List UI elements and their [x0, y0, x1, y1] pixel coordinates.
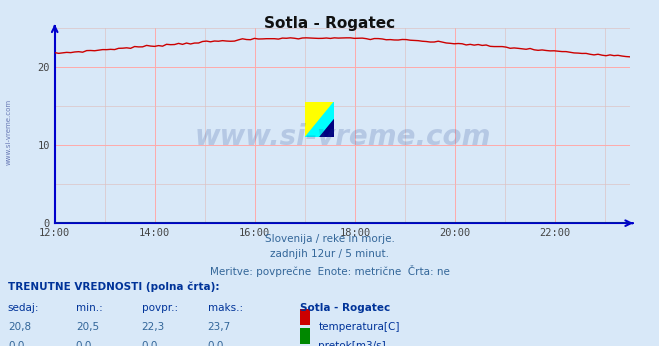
- Text: 20,8: 20,8: [8, 322, 31, 332]
- Text: 0,0: 0,0: [76, 341, 92, 346]
- Text: TRENUTNE VREDNOSTI (polna črta):: TRENUTNE VREDNOSTI (polna črta):: [8, 282, 219, 292]
- Text: www.si-vreme.com: www.si-vreme.com: [194, 123, 490, 151]
- Text: pretok[m3/s]: pretok[m3/s]: [318, 341, 386, 346]
- Text: 23,7: 23,7: [208, 322, 231, 332]
- Text: min.:: min.:: [76, 303, 103, 313]
- Text: 0,0: 0,0: [142, 341, 158, 346]
- Text: Meritve: povprečne  Enote: metrične  Črta: ne: Meritve: povprečne Enote: metrične Črta:…: [210, 265, 449, 277]
- Text: www.si-vreme.com: www.si-vreme.com: [5, 98, 11, 165]
- Text: maks.:: maks.:: [208, 303, 243, 313]
- Text: Sotla - Rogatec: Sotla - Rogatec: [264, 16, 395, 30]
- Text: Sotla - Rogatec: Sotla - Rogatec: [300, 303, 390, 313]
- Text: povpr.:: povpr.:: [142, 303, 178, 313]
- Text: 20,5: 20,5: [76, 322, 99, 332]
- Text: temperatura[C]: temperatura[C]: [318, 322, 400, 332]
- Text: sedaj:: sedaj:: [8, 303, 40, 313]
- Text: zadnjih 12ur / 5 minut.: zadnjih 12ur / 5 minut.: [270, 249, 389, 259]
- Text: 0,0: 0,0: [208, 341, 224, 346]
- Text: 0,0: 0,0: [8, 341, 24, 346]
- Text: Slovenija / reke in morje.: Slovenija / reke in morje.: [264, 234, 395, 244]
- Text: 22,3: 22,3: [142, 322, 165, 332]
